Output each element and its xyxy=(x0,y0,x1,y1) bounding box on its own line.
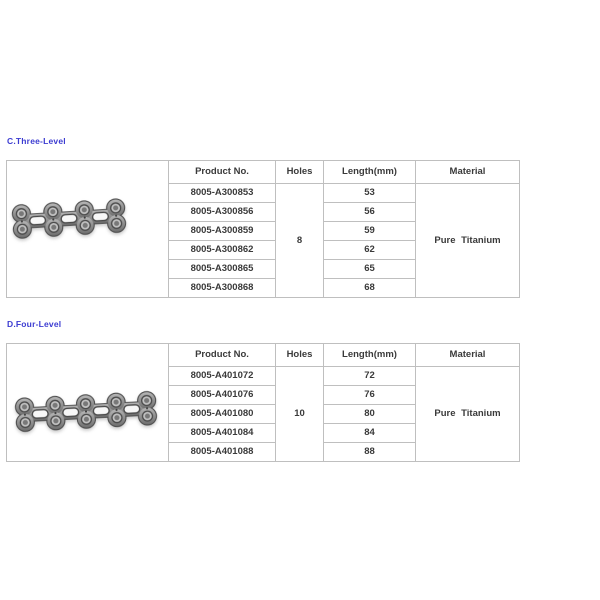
length-cell: 59 xyxy=(323,221,416,241)
holes-cell: 8 xyxy=(275,183,324,298)
length-cell: 65 xyxy=(323,259,416,279)
column-header-material: Material xyxy=(415,343,520,367)
product-no-cell: 8005-A401072 xyxy=(168,366,276,386)
three-level-plate-image xyxy=(11,197,127,240)
column-header-holes: Holes xyxy=(275,160,324,184)
length-cell: 88 xyxy=(323,442,416,462)
product-no-cell: 8005-A300862 xyxy=(168,240,276,260)
product-no-cell: 8005-A300868 xyxy=(168,278,276,298)
three-level-spec-table: Product No. Holes Length(mm) Material 80… xyxy=(6,160,520,298)
product-no-cell: 8005-A300865 xyxy=(168,259,276,279)
plate-image-cell xyxy=(6,160,169,298)
section-heading-three-level: C.Three-Level xyxy=(7,136,66,146)
plate-image-cell xyxy=(6,343,169,462)
length-cell: 56 xyxy=(323,202,416,222)
length-cell: 80 xyxy=(323,404,416,424)
plate-image-area xyxy=(7,165,168,293)
length-cell: 68 xyxy=(323,278,416,298)
length-cell: 62 xyxy=(323,240,416,260)
four-level-spec-table: Product No. Holes Length(mm) Material 80… xyxy=(6,343,520,462)
column-header-product-no: Product No. xyxy=(168,343,276,367)
length-cell: 76 xyxy=(323,385,416,405)
product-no-cell: 8005-A401088 xyxy=(168,442,276,462)
length-cell: 84 xyxy=(323,423,416,443)
column-header-holes: Holes xyxy=(275,343,324,367)
column-header-material: Material xyxy=(415,160,520,184)
product-no-cell: 8005-A300853 xyxy=(168,183,276,203)
product-no-cell: 8005-A401080 xyxy=(168,404,276,424)
column-header-product-no: Product No. xyxy=(168,160,276,184)
column-header-length: Length(mm) xyxy=(323,343,416,367)
material-cell: Pure Titanium xyxy=(415,183,520,298)
column-header-length: Length(mm) xyxy=(323,160,416,184)
product-no-cell: 8005-A401084 xyxy=(168,423,276,443)
product-no-cell: 8005-A401076 xyxy=(168,385,276,405)
length-cell: 53 xyxy=(323,183,416,203)
section-heading-four-level: D.Four-Level xyxy=(7,319,62,329)
length-cell: 72 xyxy=(323,366,416,386)
plate-image-area xyxy=(7,348,168,458)
four-level-plate-image xyxy=(14,390,158,432)
product-no-cell: 8005-A300856 xyxy=(168,202,276,222)
material-cell: Pure Titanium xyxy=(415,366,520,462)
holes-cell: 10 xyxy=(275,366,324,462)
product-no-cell: 8005-A300859 xyxy=(168,221,276,241)
